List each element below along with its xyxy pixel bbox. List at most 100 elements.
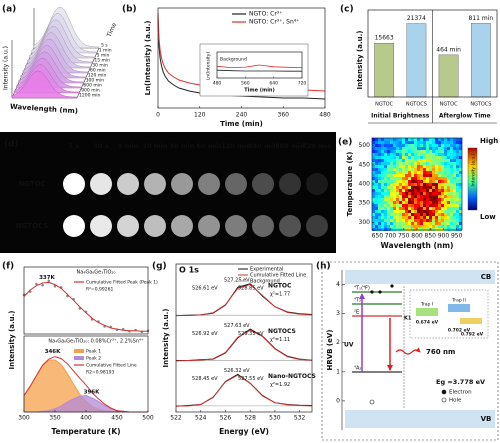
heatmap-cell <box>447 207 450 210</box>
fit-line <box>175 329 313 362</box>
heatmap-cell <box>384 219 387 222</box>
y-tick-label: 2 <box>336 339 340 346</box>
heatmap-cell <box>423 222 426 225</box>
heatmap-cell <box>450 210 453 213</box>
heatmap-cell <box>414 213 417 216</box>
heatmap-cell <box>444 198 447 201</box>
heatmap-cell <box>450 222 453 225</box>
heatmap-cell <box>417 165 420 168</box>
heatmap-cell <box>435 147 438 150</box>
x-tick-label: 480 <box>319 112 331 119</box>
heatmap-cell <box>438 186 441 189</box>
cb-label: CB <box>481 273 491 281</box>
heatmap-cell <box>429 171 432 174</box>
heatmap-cell <box>438 222 441 225</box>
heatmap-cell <box>414 171 417 174</box>
heatmap-cell <box>435 144 438 147</box>
heatmap-cell <box>426 159 429 162</box>
heatmap-cell <box>414 159 417 162</box>
heatmap-cell <box>441 168 444 171</box>
heatmap-cell <box>375 174 378 177</box>
heatmap-cell <box>384 153 387 156</box>
heatmap-cell <box>426 210 429 213</box>
heatmap-cell <box>459 207 462 210</box>
heatmap-cell <box>453 228 456 231</box>
heatmap-cell <box>456 144 459 147</box>
heatmap-cell <box>456 150 459 153</box>
heatmap-cell <box>402 186 405 189</box>
heatmap-cell <box>450 180 453 183</box>
heatmap-cell <box>456 198 459 201</box>
heatmap-cell <box>396 210 399 213</box>
heatmap-cell <box>384 213 387 216</box>
heatmap-cell <box>432 207 435 210</box>
heatmap-cell <box>438 168 441 171</box>
sample-disc <box>279 215 301 237</box>
time-label: 300 min <box>86 78 105 84</box>
heatmap-cell <box>435 189 438 192</box>
x-tick-label: 800 <box>411 233 423 240</box>
heatmap-cell <box>381 189 384 192</box>
heatmap-cell <box>459 150 462 153</box>
heatmap-cell <box>384 159 387 162</box>
heatmap-cell <box>390 168 393 171</box>
heatmap-cell <box>429 225 432 228</box>
heatmap-cell <box>426 186 429 189</box>
heatmap-cell <box>432 147 435 150</box>
heatmap-cell <box>423 228 426 231</box>
chi-label: χ²=1.77 <box>270 292 290 298</box>
heatmap-cell <box>384 225 387 228</box>
heatmap-cell <box>432 183 435 186</box>
heatmap-cell <box>423 165 426 168</box>
heatmap-cell <box>459 189 462 192</box>
heatmap-cell <box>387 165 390 168</box>
heatmap-cell <box>399 144 402 147</box>
heatmap-cell <box>393 153 396 156</box>
heatmap-cell <box>459 228 462 231</box>
heatmap-cell <box>408 216 411 219</box>
panel-label: (a) <box>2 5 16 15</box>
x-axis-label: Energy (eV) <box>219 427 269 436</box>
heatmap-cell <box>459 177 462 180</box>
heatmap-cell <box>408 201 411 204</box>
sample-disc <box>198 215 220 237</box>
heatmap-cell <box>450 162 453 165</box>
heatmap-cell <box>423 195 426 198</box>
level-label: ⁴A₂ <box>354 366 361 372</box>
heatmap-cell <box>438 228 441 231</box>
valence-band <box>345 410 495 428</box>
heatmap-cell <box>447 210 450 213</box>
heatmap-cell <box>408 222 411 225</box>
heatmap-cell <box>444 189 447 192</box>
heatmap-cell <box>390 192 393 195</box>
heatmap-cell <box>393 204 396 207</box>
heatmap-cell <box>396 165 399 168</box>
y-axis-label: Intensity (a.u.) <box>162 308 170 367</box>
heatmap-cell <box>402 195 405 198</box>
heatmap-cell <box>381 225 384 228</box>
legend-label: Background <box>250 279 280 285</box>
heatmap-cell <box>411 156 414 159</box>
heatmap-cell <box>453 213 456 216</box>
heatmap-cell <box>408 159 411 162</box>
heatmap-cell <box>411 189 414 192</box>
heatmap-cell <box>378 225 381 228</box>
heatmap-cell <box>378 153 381 156</box>
heatmap-cell <box>438 207 441 210</box>
heatmap-cell <box>438 180 441 183</box>
heatmap-cell <box>411 228 414 231</box>
heatmap-cell <box>444 207 447 210</box>
heatmap-cell <box>390 174 393 177</box>
heatmap-cell <box>390 150 393 153</box>
heatmap-cell <box>387 192 390 195</box>
heatmap-cell <box>420 171 423 174</box>
heatmap-cell <box>372 210 375 213</box>
heatmap-cell <box>432 210 435 213</box>
heatmap-cell <box>438 192 441 195</box>
heatmap-cell <box>426 144 429 147</box>
heatmap-cell <box>450 213 453 216</box>
heatmap-cell <box>444 228 447 231</box>
heatmap-cell <box>396 171 399 174</box>
heatmap-cell <box>411 192 414 195</box>
